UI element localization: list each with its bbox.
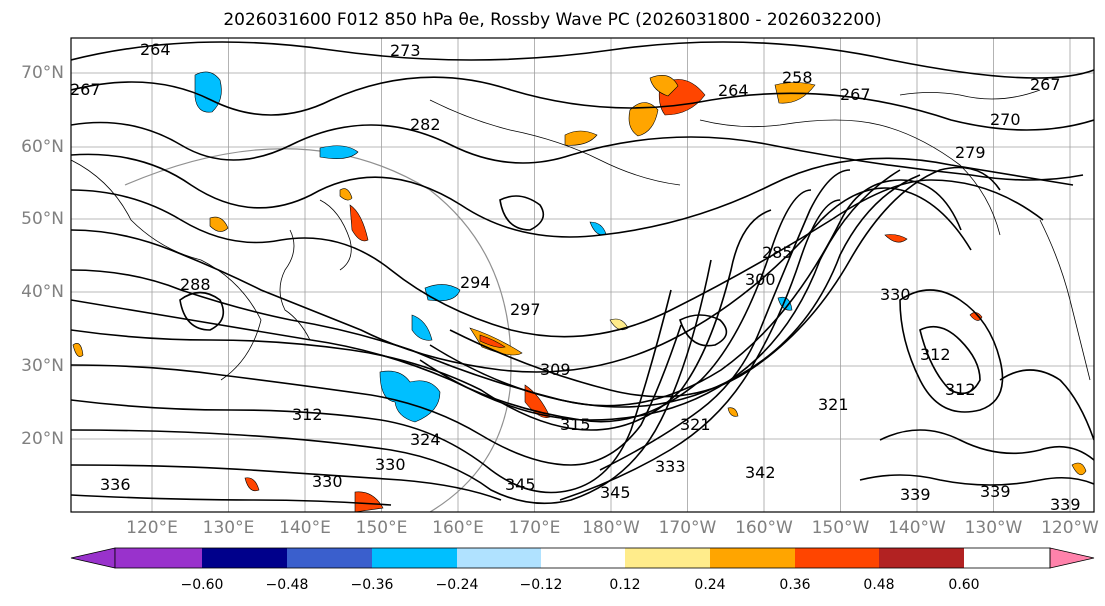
colorbar-segment bbox=[795, 548, 879, 568]
colorbar-segment bbox=[625, 548, 710, 568]
colorbar-tick-label: −0.24 bbox=[435, 577, 479, 593]
reference-arc bbox=[124, 148, 512, 512]
contour-label: 336 bbox=[100, 475, 131, 494]
contour-label: 315 bbox=[560, 415, 591, 434]
contour-label: 309 bbox=[540, 360, 571, 379]
colorbar-tick-label: −0.48 bbox=[265, 577, 309, 593]
contour-label: 294 bbox=[460, 273, 491, 292]
map-gridlines bbox=[71, 38, 1094, 512]
map-title: 2026031600 F012 850 hPa θe, Rossby Wave … bbox=[223, 10, 882, 30]
lon-label-130e: 130°E bbox=[202, 518, 255, 538]
colorbar-segment bbox=[457, 548, 541, 568]
lon-label-170e: 170°E bbox=[508, 518, 561, 538]
colorbar-segment bbox=[879, 548, 964, 568]
contour-label: 312 bbox=[945, 380, 976, 399]
contour-label: 258 bbox=[782, 68, 813, 87]
colorbar-tick-label: −0.12 bbox=[519, 577, 563, 593]
lon-label-160e: 160°E bbox=[432, 518, 484, 538]
contour-label: 288 bbox=[180, 275, 211, 294]
lon-label-170w: 170°W bbox=[658, 518, 717, 538]
lat-label-70n: 70°N bbox=[21, 63, 64, 83]
colorbar-segment bbox=[541, 548, 625, 568]
contour-label: 312 bbox=[920, 345, 951, 364]
lat-label-50n: 50°N bbox=[21, 209, 64, 229]
lat-label-40n: 40°N bbox=[21, 282, 64, 302]
map-background bbox=[71, 38, 1094, 512]
colorbar-tick-label: 0.36 bbox=[779, 577, 811, 593]
contour-label: 285 bbox=[762, 243, 793, 262]
colorbar-segment bbox=[115, 548, 202, 568]
colorbar-extend-max bbox=[1049, 547, 1095, 569]
colorbar bbox=[70, 547, 1095, 569]
contour-label: 339 bbox=[1050, 495, 1081, 514]
colorbar-tick-label: −0.36 bbox=[350, 577, 394, 593]
lon-label-160w: 160°W bbox=[735, 518, 793, 538]
contour-label: 267 bbox=[840, 85, 871, 104]
lon-label-140e: 140°E bbox=[279, 518, 331, 538]
colorbar-tick-label: 0.48 bbox=[863, 577, 895, 593]
theta-e-contours bbox=[71, 41, 1094, 506]
contour-label: 345 bbox=[600, 483, 631, 502]
lon-label-120e: 120°E bbox=[126, 518, 178, 538]
lat-label-60n: 60°N bbox=[21, 137, 64, 157]
contour-label: 324 bbox=[410, 430, 441, 449]
colorbar-segment bbox=[202, 548, 287, 568]
contour-label: 282 bbox=[410, 115, 441, 134]
colorbar-tick-label: 0.24 bbox=[694, 577, 726, 593]
contour-label: 264 bbox=[718, 81, 749, 100]
lat-label-30n: 30°N bbox=[21, 356, 64, 376]
colorbar-segment bbox=[710, 548, 795, 568]
lon-label-150e: 150°E bbox=[355, 518, 408, 538]
contour-label: 267 bbox=[1030, 75, 1061, 94]
map-frame bbox=[70, 37, 1095, 513]
lon-label-150w: 150°W bbox=[811, 518, 870, 538]
colorbar-border bbox=[114, 547, 1051, 569]
contour-label: 339 bbox=[980, 482, 1011, 501]
contour-label: 267 bbox=[70, 80, 101, 99]
colorbar-tick-label: 0.12 bbox=[609, 577, 641, 593]
lon-label-120w: 120°W bbox=[1041, 518, 1099, 538]
contour-label: 342 bbox=[745, 463, 776, 482]
lon-label-180w: 180°W bbox=[582, 518, 640, 538]
contour-label: 297 bbox=[510, 300, 541, 319]
lon-label-130w: 130°W bbox=[964, 518, 1023, 538]
colorbar-tick-label: −0.60 bbox=[180, 577, 224, 593]
contour-label: 333 bbox=[655, 457, 686, 476]
contour-label: 339 bbox=[900, 485, 931, 504]
contour-label: 321 bbox=[680, 415, 711, 434]
colorbar-tick-label: 0.60 bbox=[948, 577, 980, 593]
contour-label: 321 bbox=[818, 395, 849, 414]
contour-label: 330 bbox=[312, 472, 343, 491]
lat-label-20n: 20°N bbox=[21, 429, 64, 449]
contour-label: 330 bbox=[375, 455, 406, 474]
contour-label: 300 bbox=[745, 270, 776, 289]
lon-label-140w: 140°W bbox=[888, 518, 946, 538]
contour-label: 264 bbox=[140, 40, 171, 59]
coastlines bbox=[71, 89, 1091, 381]
contour-label: 312 bbox=[292, 405, 323, 424]
contour-label: 345 bbox=[505, 475, 536, 494]
contour-label: 279 bbox=[955, 143, 986, 162]
colorbar-extend-min bbox=[70, 547, 116, 569]
colorbar-segment bbox=[287, 548, 372, 568]
contour-label: 273 bbox=[390, 41, 421, 60]
contour-label: 270 bbox=[990, 110, 1021, 129]
contour-label: 330 bbox=[880, 285, 911, 304]
colorbar-segment bbox=[372, 548, 457, 568]
